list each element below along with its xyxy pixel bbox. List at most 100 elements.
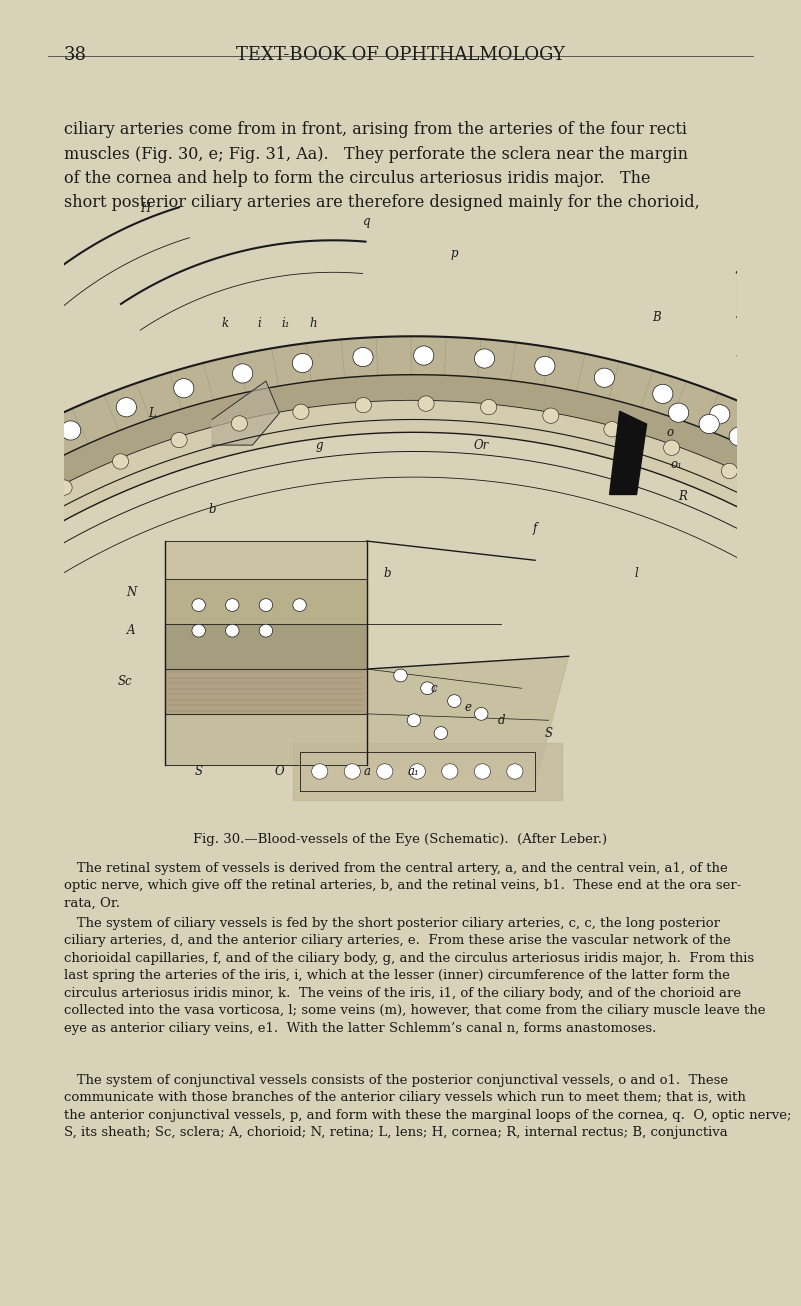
Text: 38: 38 [64,46,87,64]
Circle shape [292,354,312,372]
Circle shape [226,598,239,611]
Circle shape [594,368,614,388]
Polygon shape [300,752,535,790]
Text: a: a [364,765,370,778]
Text: Or: Or [473,439,489,452]
Circle shape [61,421,81,440]
Circle shape [409,764,425,780]
Polygon shape [0,401,801,789]
Circle shape [231,415,248,431]
Text: q: q [363,214,371,227]
Polygon shape [165,669,367,714]
Circle shape [710,405,730,424]
Circle shape [787,456,801,474]
Text: e: e [465,701,471,714]
Circle shape [7,448,27,468]
Text: TEXT-BOOK OF OPHTHALMOLOGY: TEXT-BOOK OF OPHTHALMOLOGY [236,46,565,64]
Text: N: N [127,586,136,598]
Text: The system of ciliary vessels is fed by the short posterior ciliary arteries, c,: The system of ciliary vessels is fed by … [64,917,766,1034]
Text: Sc: Sc [117,675,132,688]
Circle shape [434,726,448,739]
Polygon shape [165,541,367,580]
Circle shape [171,432,187,448]
Circle shape [765,430,785,448]
Circle shape [418,396,434,411]
Circle shape [474,708,488,721]
Circle shape [260,598,272,611]
Circle shape [192,624,205,637]
Circle shape [729,427,749,447]
Text: H: H [139,202,150,214]
Circle shape [116,397,136,417]
Circle shape [722,464,738,479]
Polygon shape [293,743,562,801]
Circle shape [394,669,407,682]
Text: k: k [222,317,229,330]
Circle shape [421,682,434,695]
Circle shape [192,598,205,611]
Circle shape [699,414,719,434]
Polygon shape [367,656,569,784]
Text: B: B [652,311,661,324]
Circle shape [232,364,252,383]
Circle shape [669,404,689,422]
Polygon shape [165,624,367,669]
Circle shape [413,346,434,366]
Circle shape [759,440,779,460]
Text: The retinal system of vessels is derived from the central artery, a, and the cen: The retinal system of vessels is derived… [64,862,742,910]
Circle shape [356,397,372,413]
Circle shape [653,384,673,404]
Text: b: b [384,567,391,580]
Polygon shape [0,337,801,761]
Text: b: b [208,503,215,516]
Circle shape [376,764,392,780]
Text: The system of conjunctival vessels consists of the posterior conjunctival vessel: The system of conjunctival vessels consi… [64,1074,791,1139]
Text: Fig. 30.—Blood-vessels of the Eye (Schematic).  (After Leber.): Fig. 30.—Blood-vessels of the Eye (Schem… [193,833,608,846]
Circle shape [604,422,620,438]
Circle shape [663,440,680,456]
Circle shape [293,404,309,419]
Text: f: f [533,522,537,534]
Text: p: p [451,247,458,260]
Polygon shape [212,381,280,445]
Circle shape [777,491,793,507]
Text: S: S [195,765,203,778]
Circle shape [535,357,555,376]
Circle shape [226,624,239,637]
Polygon shape [737,272,801,768]
Text: g: g [316,439,324,452]
Circle shape [474,349,494,368]
Circle shape [481,400,497,415]
Circle shape [2,511,18,526]
Circle shape [112,453,129,469]
Text: i: i [257,317,261,330]
Polygon shape [610,411,646,495]
Text: ciliary arteries come from in front, arising from the arteries of the four recti: ciliary arteries come from in front, ari… [64,121,700,210]
Circle shape [442,764,458,780]
Text: i₁: i₁ [282,317,291,330]
Circle shape [174,379,194,398]
Circle shape [56,479,72,495]
Polygon shape [165,714,367,765]
Circle shape [312,764,328,780]
Text: a₁: a₁ [408,765,420,778]
Text: A: A [127,624,135,637]
Circle shape [344,764,360,780]
Text: c: c [431,682,437,695]
Circle shape [407,714,421,726]
Text: h: h [309,317,317,330]
Circle shape [507,764,523,780]
Text: S: S [545,726,553,739]
Text: o₁: o₁ [670,458,682,470]
Text: d: d [497,714,505,726]
Circle shape [543,407,559,423]
Text: o: o [666,426,673,439]
Circle shape [260,624,272,637]
Polygon shape [0,375,801,773]
Text: l: l [634,567,638,580]
Text: O: O [275,765,284,778]
Text: R: R [678,490,687,503]
Circle shape [448,695,461,708]
Circle shape [474,764,490,780]
Circle shape [293,598,306,611]
